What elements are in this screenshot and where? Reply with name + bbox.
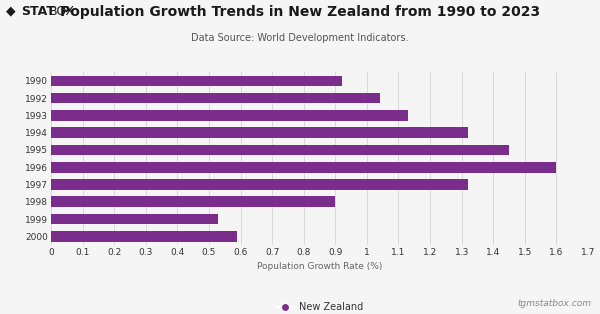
Text: BOX: BOX xyxy=(49,5,76,18)
Text: Data Source: World Development Indicators.: Data Source: World Development Indicator… xyxy=(191,33,409,43)
Bar xyxy=(51,93,380,104)
Text: Population Growth Trends in New Zealand from 1990 to 2023: Population Growth Trends in New Zealand … xyxy=(60,5,540,19)
Text: ◆: ◆ xyxy=(6,5,20,18)
Bar xyxy=(51,196,335,207)
Bar xyxy=(51,127,468,138)
Text: STAT: STAT xyxy=(21,5,55,18)
X-axis label: Population Growth Rate (%): Population Growth Rate (%) xyxy=(257,262,382,271)
Text: tgmstatbox.com: tgmstatbox.com xyxy=(517,299,591,308)
Bar xyxy=(51,75,341,86)
Bar xyxy=(51,162,556,173)
Bar xyxy=(51,144,509,155)
Bar xyxy=(51,110,408,121)
Legend: New Zealand: New Zealand xyxy=(272,298,367,314)
Bar xyxy=(51,179,468,190)
Bar xyxy=(51,231,238,242)
Bar xyxy=(51,214,218,225)
